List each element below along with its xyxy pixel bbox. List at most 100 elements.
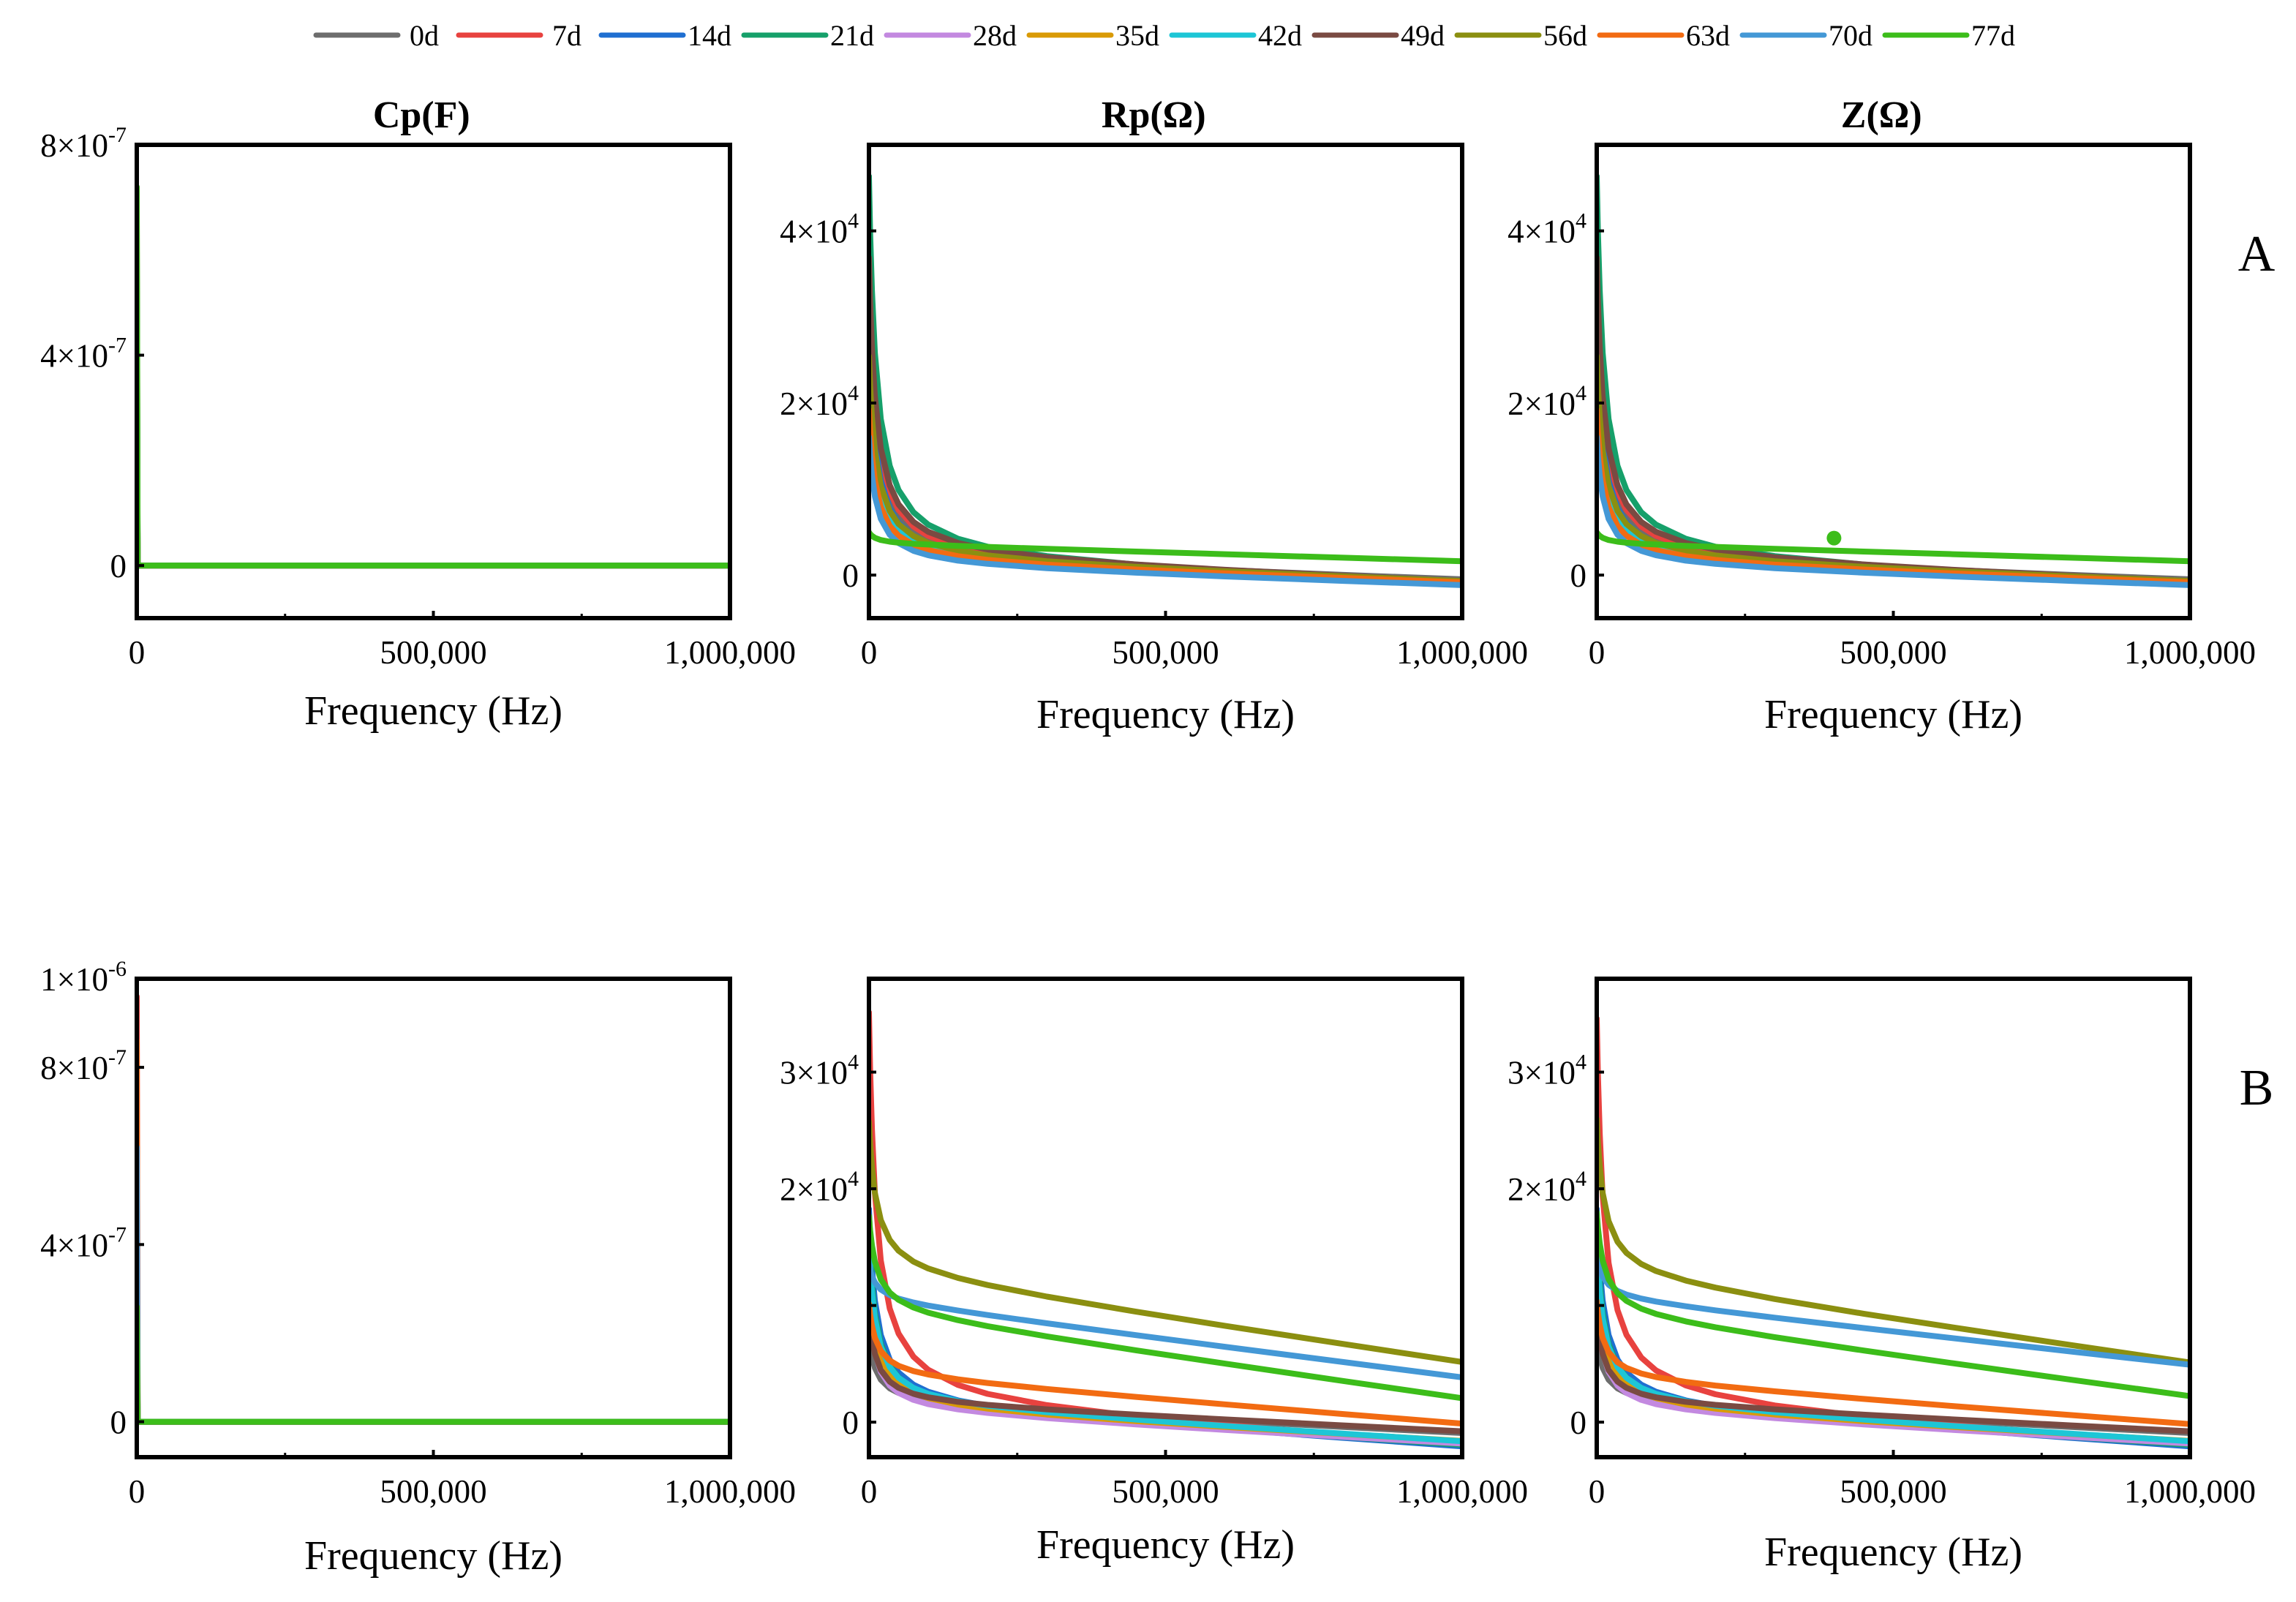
y-tick-label: 0	[843, 1404, 859, 1441]
series-line-49d	[1597, 1307, 2190, 1434]
panel-title: Cp(F)	[373, 94, 470, 136]
series-line-49d	[1597, 255, 2190, 584]
series-line-0d	[137, 405, 730, 569]
legend-label-70d: 70d	[1829, 19, 1872, 52]
y-tick-label-exponent: 4	[1576, 1050, 1587, 1075]
series-line-49d	[137, 362, 730, 569]
plot-frame	[135, 977, 732, 1459]
series-line-21d	[137, 247, 730, 569]
series-line-56d	[869, 1118, 1462, 1365]
x-tick-label: 1,000,000	[664, 1473, 796, 1510]
x-tick-label: 1,000,000	[2124, 634, 2256, 671]
series-group	[137, 184, 730, 569]
x-tick-label: 0	[861, 1473, 878, 1510]
x-axis-title: Frequency (Hz)	[304, 1533, 562, 1579]
y-tick-label-exponent: 4	[1576, 1167, 1587, 1191]
x-tick-label: 1,000,000	[2124, 1473, 2256, 1510]
series-line-56d	[1597, 1116, 2190, 1366]
series-line-63d	[137, 342, 730, 569]
series-line-49d	[869, 1307, 1462, 1434]
y-tick-label: 4×10-7	[40, 1222, 127, 1263]
y-tick-label-base: 4×10	[40, 1227, 108, 1263]
x-tick-label: 500,000	[1112, 634, 1219, 671]
series-line-35d	[137, 326, 730, 569]
series-group	[1597, 173, 2190, 588]
series-line-77d	[869, 529, 1462, 565]
plot-frame	[135, 143, 732, 620]
legend-item-63d: 63d	[1597, 19, 1730, 52]
series-line-70d	[137, 289, 730, 569]
x-tick-label: 500,000	[380, 634, 486, 671]
row-label-a: A	[2238, 226, 2276, 282]
series-line-28d	[137, 378, 730, 569]
y-tick-label-base: 0	[1570, 1404, 1587, 1441]
y-tick-label: 0	[843, 557, 859, 594]
data-point-marker	[1826, 530, 1842, 546]
y-tick-label-exponent: 4	[848, 1167, 859, 1191]
legend-label-35d: 35d	[1115, 19, 1159, 52]
x-axis-title: Frequency (Hz)	[1036, 692, 1295, 737]
series-line-49d	[869, 255, 1462, 584]
y-tick-label-base: 2×10	[1508, 386, 1576, 422]
y-tick-label: 0	[1570, 557, 1587, 594]
y-tick-label: 4×104	[1508, 209, 1587, 250]
x-axis-title: Frequency (Hz)	[1764, 692, 2022, 737]
y-tick-label-exponent: 4	[1576, 381, 1587, 405]
x-axis-title: Frequency (Hz)	[1036, 1522, 1295, 1568]
series-line-77d	[137, 1304, 730, 1425]
series-line-70d	[1597, 434, 2190, 588]
y-tick-label-base: 8×10	[40, 127, 108, 164]
y-tick-label-base: 4×10	[780, 214, 848, 250]
y-tick-label: 2×104	[780, 381, 859, 422]
y-tick-label-base: 0	[1570, 557, 1587, 594]
series-group	[869, 1009, 1462, 1450]
x-tick-label: 500,000	[1112, 1473, 1219, 1510]
x-tick-label: 0	[861, 634, 878, 671]
legend-item-70d: 70d	[1739, 19, 1872, 52]
series-line-77d	[1597, 1208, 2190, 1399]
row-label-b: B	[2240, 1060, 2274, 1116]
y-tick-label-base: 3×10	[1508, 1055, 1576, 1091]
y-tick-label-exponent: 4	[848, 381, 859, 405]
y-tick-label-base: 0	[110, 1404, 127, 1441]
series-line-21d	[137, 1276, 730, 1425]
x-tick-label: 1,000,000	[1396, 634, 1528, 671]
y-tick-label-base: 0	[110, 548, 127, 584]
series-line-42d	[137, 1219, 730, 1425]
series-group	[869, 173, 1462, 588]
series-line-49d	[137, 1295, 730, 1425]
x-tick-label: 0	[129, 634, 146, 671]
y-tick-label-base: 2×10	[780, 386, 848, 422]
legend-item-0d: 0d	[313, 19, 439, 52]
series-line-21d	[1597, 1228, 2190, 1448]
y-tick-label-base: 2×10	[1508, 1171, 1576, 1208]
series-line-35d	[137, 1263, 730, 1425]
series-line-77d	[869, 1213, 1462, 1402]
panel-title: Z(Ω)	[1841, 94, 1922, 136]
x-tick-label: 500,000	[380, 1473, 486, 1510]
legend-item-7d: 7d	[456, 19, 581, 52]
y-tick-label: 3×104	[780, 1050, 859, 1091]
series-line-63d	[137, 1037, 730, 1425]
legend-label-0d: 0d	[410, 19, 439, 52]
series-line-7d	[137, 993, 730, 1425]
x-tick-label: 0	[129, 1473, 146, 1510]
y-tick-label-exponent: 4	[848, 209, 859, 233]
legend-label-7d: 7d	[552, 19, 581, 52]
series-line-0d	[137, 1285, 730, 1425]
y-tick-label-base: 0	[843, 557, 859, 594]
y-tick-label: 0	[110, 1404, 127, 1441]
series-line-77d	[1597, 529, 2190, 565]
legend-item-14d: 14d	[598, 19, 731, 52]
legend-label-77d: 77d	[1971, 19, 2015, 52]
y-tick-label-base: 2×10	[780, 1171, 848, 1208]
series-line-28d	[137, 1308, 730, 1425]
series-line-56d	[137, 1285, 730, 1425]
series-line-77d	[137, 184, 730, 569]
panel-title: Rp(Ω)	[1102, 94, 1206, 136]
panel-A-z: 0 500,000 1,000,00002×1044×104Z(Ω)Frequenc…	[1508, 94, 2256, 737]
series-line-21d	[1597, 173, 2190, 586]
